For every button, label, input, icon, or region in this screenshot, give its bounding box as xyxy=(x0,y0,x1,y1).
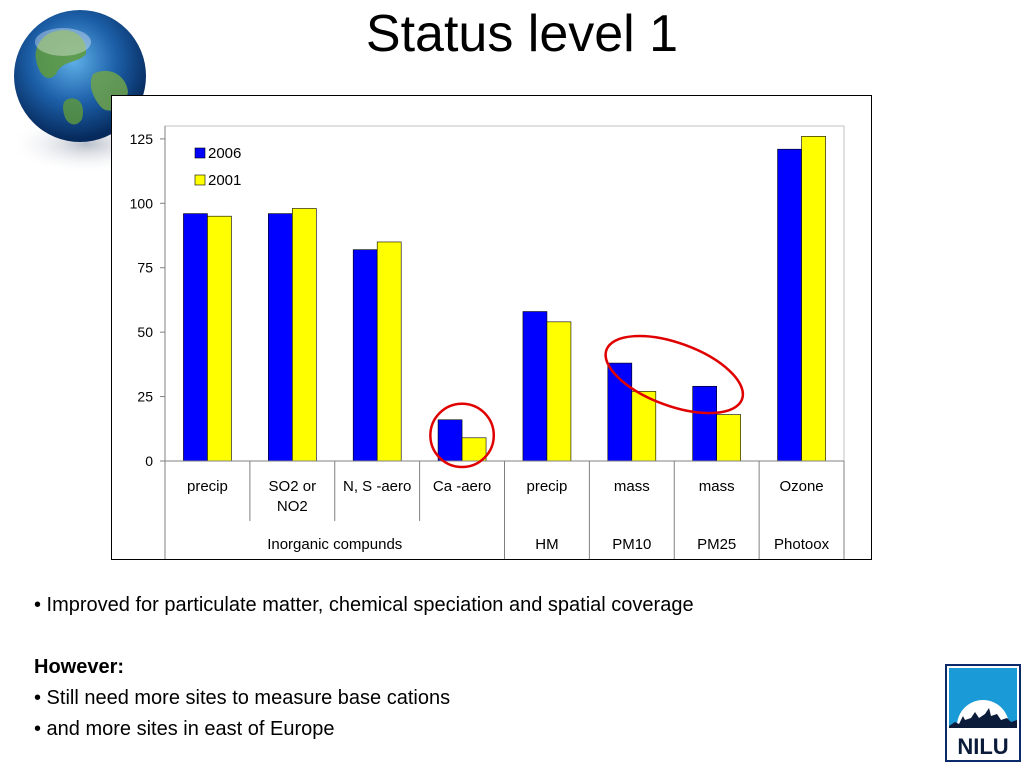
nilu-logo-text: NILU xyxy=(957,734,1008,759)
category-label: precip xyxy=(187,478,228,495)
category-label: NO2 xyxy=(277,498,308,515)
legend-label: 2006 xyxy=(208,145,241,162)
group-label: HM xyxy=(535,536,558,553)
bar-2001 xyxy=(292,208,317,462)
y-tick-label: 125 xyxy=(130,131,154,147)
bar-2006 xyxy=(777,148,802,462)
bar-2006 xyxy=(268,213,293,462)
group-label: Photoox xyxy=(774,536,830,553)
category-label: Ozone xyxy=(779,478,823,495)
bar-2006 xyxy=(692,385,717,462)
bullet-improved: • Improved for particulate matter, chemi… xyxy=(34,594,694,616)
category-label: N, S -aero xyxy=(343,478,411,495)
highlight-ellipse xyxy=(429,402,496,469)
category-label: SO2 or xyxy=(269,478,317,495)
y-tick-label: 100 xyxy=(130,195,154,211)
bullet-base-cations: • Still need more sites to measure base … xyxy=(34,687,451,709)
bar-2001 xyxy=(461,437,487,462)
plot-area xyxy=(164,125,845,462)
bar-2006 xyxy=(437,419,463,462)
y-tick-label: 50 xyxy=(137,324,153,340)
legend-label: 2001 xyxy=(208,172,241,189)
category-label: mass xyxy=(614,478,650,495)
bar-2001 xyxy=(716,414,741,462)
bullet-list: • Improved for particulate matter, chemi… xyxy=(34,590,934,745)
bar-2006 xyxy=(522,311,548,462)
bar-2001 xyxy=(546,321,572,462)
category-label: mass xyxy=(699,478,735,495)
bar-2006 xyxy=(352,249,378,462)
group-label: PM25 xyxy=(697,536,736,553)
y-tick-label: 0 xyxy=(145,453,153,469)
category-label: Ca -aero xyxy=(433,478,491,495)
group-label: PM10 xyxy=(612,536,651,553)
y-tick-label: 25 xyxy=(137,389,153,405)
highlight-ellipse xyxy=(604,334,745,415)
bar-2001 xyxy=(631,391,657,462)
chart-frame: 0 25 50 75 100 125 precip SO2 or NO2 N, S -aero Ca… xyxy=(111,95,872,560)
bar-2001 xyxy=(376,241,402,462)
however-heading: However: xyxy=(34,656,125,678)
bar-chart: 0 25 50 75 100 125 precip SO2 or NO2 N, S -aero Ca… xyxy=(130,125,845,559)
bullet-east-europe: • and more sites in east of Europe xyxy=(34,718,335,740)
bar-2001 xyxy=(801,136,826,462)
group-label: Inorganic compunds xyxy=(267,536,402,553)
legend-swatch-2006 xyxy=(194,147,206,159)
category-label: precip xyxy=(527,478,568,495)
y-tick-label: 75 xyxy=(137,260,153,276)
bar-2006 xyxy=(183,213,208,462)
nilu-logo: NILU xyxy=(945,664,1021,762)
slide-title: Status level 1 xyxy=(365,5,679,63)
bar-2001 xyxy=(207,215,232,462)
legend-swatch-2001 xyxy=(194,174,206,186)
